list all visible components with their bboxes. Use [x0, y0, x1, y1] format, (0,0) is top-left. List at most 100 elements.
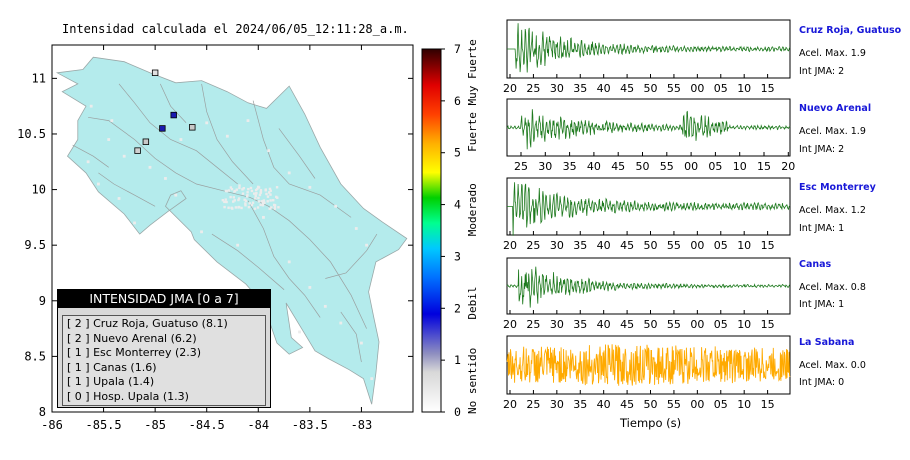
waveform-tick-label: 15: [761, 239, 775, 252]
town-dot: [107, 138, 111, 141]
x-tick-label: -85.5: [86, 418, 122, 432]
city-dot: [253, 207, 257, 210]
road-line: [118, 83, 238, 185]
waveform-tick-label: 00: [690, 239, 704, 252]
legend-item: [ 2 ] Cruz Roja, Guatuso (8.1): [67, 317, 228, 330]
waveform-tick-label: 20: [503, 398, 517, 411]
road-line: [340, 311, 362, 363]
waveform-tick-label: 35: [573, 398, 587, 411]
station-jma: Int JMA: 0: [799, 377, 845, 388]
waveform-tick-label: 05: [714, 318, 728, 331]
x-tick-label: -83: [351, 418, 373, 432]
waveform-tick-label: 05: [714, 239, 728, 252]
city-dot: [275, 186, 279, 189]
town-dot: [298, 330, 301, 334]
waveform-tick-label: 10: [737, 82, 751, 95]
waveform-tick-label: 10: [733, 160, 747, 173]
waveform-frame: [506, 19, 791, 79]
city-dot: [241, 188, 244, 191]
town-dot: [97, 182, 100, 186]
station-name: Cruz Roja, Guatuso: [799, 25, 902, 36]
city-dot: [266, 200, 269, 203]
city-dot: [269, 199, 272, 202]
city-dot: [277, 206, 280, 209]
town-dot: [179, 138, 183, 141]
city-dot: [261, 202, 265, 205]
x-tick-label: -84.5: [189, 418, 225, 432]
waveform-trace: [507, 182, 791, 236]
city-dot: [251, 201, 255, 204]
town-dot: [365, 243, 368, 247]
city-dot: [247, 205, 251, 209]
y-tick-label: 10.5: [17, 127, 46, 141]
waveform-tick-label: 25: [526, 318, 540, 331]
city-dot: [272, 203, 276, 207]
city-dot: [227, 189, 231, 192]
road-line: [278, 128, 316, 179]
waveform-tick-label: 55: [667, 82, 681, 95]
waveform-tick-label: 30: [550, 398, 564, 411]
town-dot: [360, 341, 363, 345]
waveform-tick-label: 20: [503, 318, 517, 331]
city-dot: [268, 187, 272, 191]
y-tick-label: 8: [39, 405, 46, 419]
city-dot: [276, 196, 279, 199]
city-dot: [225, 189, 228, 193]
waveform-tick-label: 40: [597, 318, 611, 331]
intensity-legend: INTENSIDAD JMA [0 a 7] [ 2 ] Cruz Roja, …: [57, 289, 271, 408]
town-dot: [205, 121, 209, 125]
city-dot: [225, 200, 228, 204]
city-dot: [250, 203, 254, 207]
city-dot: [238, 186, 241, 190]
waveform-tick-label: 45: [620, 82, 634, 95]
city-dot: [254, 194, 257, 198]
station-acel: Acel. Max. 1.9: [799, 126, 866, 137]
city-dot: [256, 185, 260, 189]
city-dot: [229, 186, 233, 189]
city-dot: [266, 195, 270, 198]
station-marker: [170, 111, 177, 119]
map-area: [55, 56, 408, 405]
city-dot: [224, 198, 227, 201]
road-line: [201, 83, 254, 185]
waveform-tick-label: 45: [620, 398, 634, 411]
waveform-tick-label: 00: [684, 160, 698, 173]
city-dot: [249, 186, 253, 190]
city-dot: [257, 196, 260, 200]
y-tick-label: 10: [32, 183, 46, 197]
waveform-tick-label: 50: [644, 398, 658, 411]
city-dot: [257, 200, 261, 203]
waveform-trace: [507, 23, 791, 73]
city-dot: [223, 205, 226, 209]
waveform-tick-label: 50: [644, 318, 658, 331]
waveform-trace: [506, 109, 791, 150]
city-dot: [247, 187, 250, 191]
town-dot: [287, 171, 291, 175]
city-dot: [265, 192, 268, 196]
waveform-tick-label: 20: [781, 160, 795, 173]
city-dot: [233, 199, 236, 202]
road-line: [88, 116, 367, 329]
city-dot: [269, 189, 272, 192]
waveform-tick-label: 00: [690, 82, 704, 95]
x-tick-label: -86: [41, 418, 63, 432]
legend-item: [ 1 ] Canas (1.6): [67, 360, 157, 374]
waveform-tick-label: 10: [737, 398, 751, 411]
town-dot: [133, 221, 136, 225]
waveform-tick-label: 25: [526, 82, 540, 95]
city-dot: [241, 192, 245, 195]
legend-list: [ 2 ] Cruz Roja, Guatuso (8.1) [ 2 ] Nue…: [62, 315, 266, 406]
x-tick-label: -84: [247, 418, 269, 432]
city-dot: [259, 203, 262, 207]
city-dot: [244, 202, 247, 205]
waveform-tick-label: 00: [690, 398, 704, 411]
city-dot: [263, 201, 266, 204]
map-title: Intensidad calculada el 2024/06/05_12:11…: [62, 22, 409, 36]
town-dot: [122, 154, 126, 158]
waveform-tick-label: 35: [573, 82, 587, 95]
city-dot: [240, 206, 243, 210]
city-dot: [235, 188, 238, 191]
city-dot: [246, 191, 249, 194]
city-dot: [245, 195, 249, 198]
